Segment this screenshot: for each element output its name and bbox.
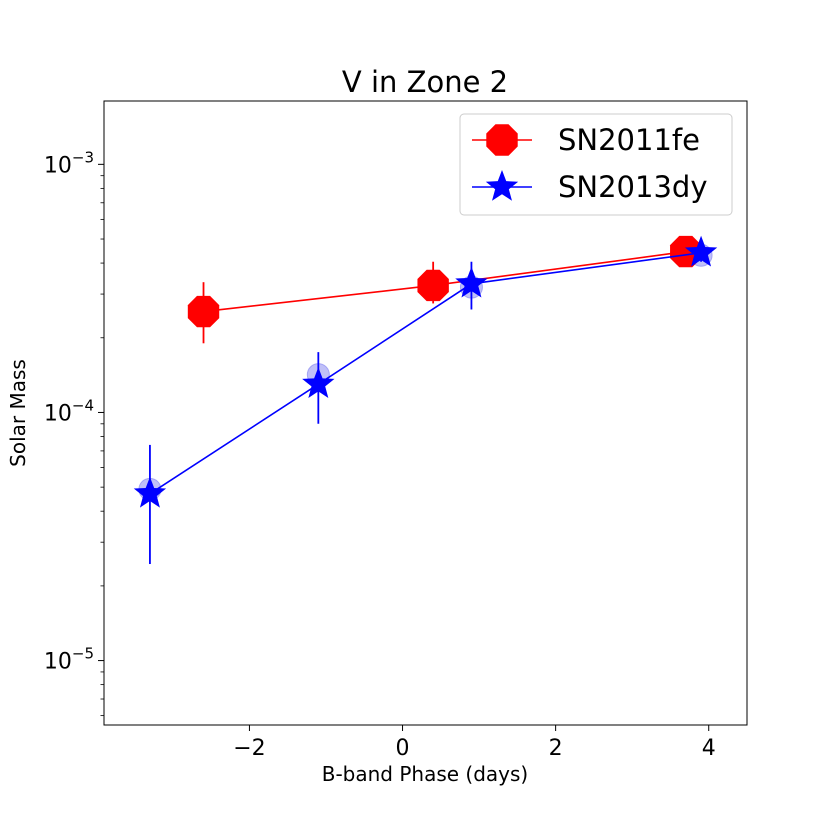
chart-title: V in Zone 2 xyxy=(342,65,508,99)
legend-label: SN2013dy xyxy=(558,170,707,204)
legend-marker xyxy=(486,124,518,156)
data-point xyxy=(133,476,167,508)
y-axis-label: Solar Mass xyxy=(6,359,30,467)
data-point xyxy=(302,367,335,398)
y-tick-label: 10−4 xyxy=(44,396,94,426)
x-axis-label: B-band Phase (days) xyxy=(322,762,529,786)
axes: −2 0 2 4 10−5 10−4 10−3 xyxy=(44,148,716,761)
data-point xyxy=(187,295,220,328)
legend-label: SN2011fe xyxy=(558,123,700,157)
data-point xyxy=(455,266,488,298)
y-tick-label: 10−5 xyxy=(44,645,94,675)
x-tick-label: 0 xyxy=(396,736,410,761)
data-point xyxy=(684,235,718,267)
plot-area xyxy=(133,235,718,565)
x-tick-label: 2 xyxy=(549,736,563,761)
series-line-SN2013dy xyxy=(149,252,702,495)
y-tick-label: 10−3 xyxy=(44,148,94,178)
x-tick-label: −2 xyxy=(233,736,265,761)
legend-marker xyxy=(485,170,519,201)
x-tick-label: 4 xyxy=(702,736,716,761)
data-point xyxy=(417,269,449,302)
plot-frame xyxy=(103,100,748,726)
legend: SN2011fe SN2013dy xyxy=(459,113,733,216)
